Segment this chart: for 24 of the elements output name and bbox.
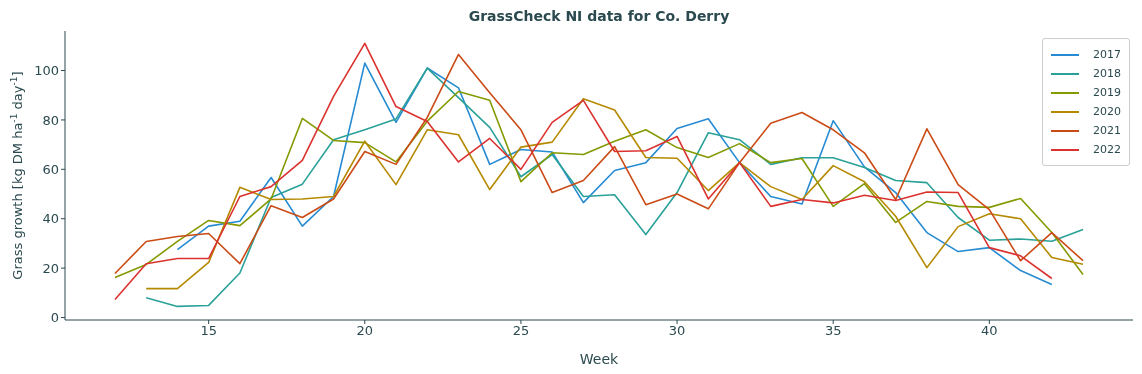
x-tick-label: 35 <box>824 323 842 339</box>
legend-label: 2018 <box>1093 67 1121 80</box>
y-tick-label: 40 <box>42 211 59 227</box>
line-series <box>176 62 1053 286</box>
legend-label: 2019 <box>1093 86 1121 99</box>
legend-label: 2021 <box>1093 124 1121 137</box>
x-tick-label: 40 <box>981 323 998 339</box>
legend-label: 2017 <box>1093 48 1121 61</box>
line-series <box>145 67 1084 308</box>
y-tick-label: 0 <box>50 310 59 326</box>
y-tick-label: 60 <box>42 161 59 177</box>
x-axis-title: Week <box>579 351 620 367</box>
x-tick-label: 15 <box>200 323 217 339</box>
y-tick-label: 80 <box>42 112 59 128</box>
y-tick-label: 100 <box>34 63 59 79</box>
chart-title: GrassCheck NI data for Co. Derry <box>467 8 731 24</box>
x-tick-label: 20 <box>356 323 374 339</box>
legend-label: 2022 <box>1093 143 1121 156</box>
y-tick-label: 20 <box>42 260 59 276</box>
line-series <box>114 42 1053 301</box>
x-tick-label: 25 <box>512 323 530 339</box>
x-tick-label: 30 <box>668 323 686 339</box>
line-series <box>114 53 1084 275</box>
legend-label: 2020 <box>1093 105 1121 118</box>
